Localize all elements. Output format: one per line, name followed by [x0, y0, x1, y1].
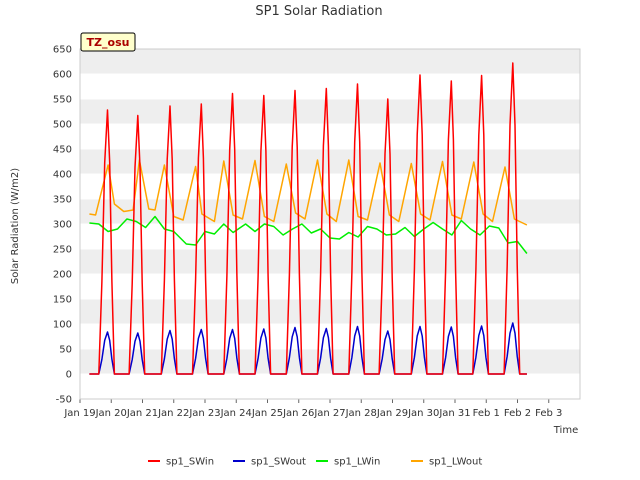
x-tick-label: Jan 29	[376, 408, 408, 419]
x-tick-label: Jan 24	[220, 408, 252, 419]
x-tick-label: Jan 21	[126, 408, 158, 419]
x-axis-ticks: Jan 19 Jan 20 Jan 21 Jan 22 Jan 23 Jan 24 Jan …	[63, 399, 562, 419]
x-tick-label: Jan 23	[188, 408, 220, 419]
grid-band	[80, 99, 580, 124]
legend: sp1_SWin sp1_SWout sp1_LWin sp1_LWout	[148, 457, 482, 468]
y-tick-label: 500	[53, 120, 72, 131]
y-tick-label: 150	[53, 295, 72, 306]
y-axis-ticks: -50 0 50 100 150 200 250 300 350 400 450 500 550 600 6…	[53, 45, 72, 406]
y-tick-label: 450	[53, 145, 72, 156]
x-tick-label: Jan 25	[251, 408, 283, 419]
series-line-sp1_SWin	[89, 62, 527, 375]
y-tick-label: 250	[53, 245, 72, 256]
legend-label: sp1_LWin	[334, 457, 380, 468]
y-tick-label: -50	[56, 395, 72, 406]
y-tick-label: 300	[53, 220, 72, 231]
x-tick-label: Jan 22	[157, 408, 189, 419]
series-lines	[89, 62, 528, 375]
x-tick-label: Feb 2	[504, 408, 531, 419]
y-tick-label: 600	[53, 70, 72, 81]
legend-label: sp1_SWin	[166, 457, 214, 468]
y-tick-label: 400	[53, 170, 72, 181]
grid-band	[80, 49, 580, 74]
x-tick-label: Jan 28	[345, 408, 377, 419]
site-tag-label: TZ_osu	[87, 36, 130, 49]
y-tick-label: 0	[66, 370, 72, 381]
y-tick-label: 100	[53, 320, 72, 331]
x-tick-label: Feb 1	[473, 408, 500, 419]
x-tick-label: Jan 30	[407, 408, 439, 419]
x-axis-title: Time	[553, 425, 578, 436]
plot-frame	[79, 48, 581, 400]
x-tick-label: Jan 19	[63, 408, 95, 419]
legend-label: sp1_SWout	[251, 457, 306, 468]
y-tick-label: 650	[53, 45, 72, 56]
chart-title: SP1 Solar Radiation	[255, 4, 382, 19]
x-tick-label: Jan 31	[438, 408, 470, 419]
x-tick-label: Jan 20	[95, 408, 127, 419]
y-tick-label: 350	[53, 195, 72, 206]
y-tick-label: 550	[53, 95, 72, 106]
site-tag: TZ_osu	[80, 32, 136, 52]
x-tick-label: Feb 3	[535, 408, 562, 419]
x-tick-label: Jan 26	[282, 408, 314, 419]
legend-label: sp1_LWout	[429, 457, 482, 468]
y-axis-title: Solar Radiation (W/m2)	[10, 168, 21, 284]
y-tick-label: 200	[53, 270, 72, 281]
y-tick-label: 50	[59, 345, 72, 356]
x-tick-label: Jan 27	[313, 408, 345, 419]
series-line-sp1_LWout	[89, 159, 528, 226]
